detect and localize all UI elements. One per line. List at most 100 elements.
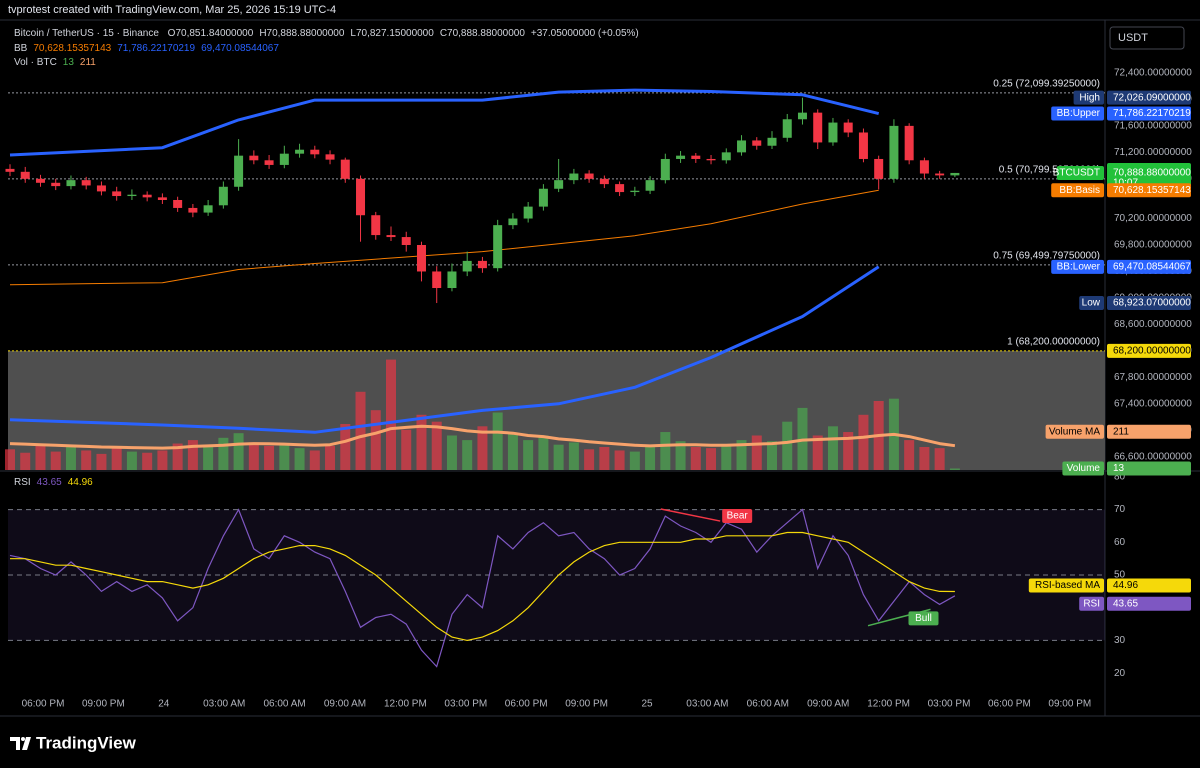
candle-body xyxy=(538,188,548,207)
volume-bar xyxy=(20,452,31,470)
y-tick-label: 69,800.00000000 xyxy=(1114,240,1192,251)
tag-label-box xyxy=(1051,183,1104,198)
candle-body xyxy=(477,260,487,269)
tag-label: Volume MA xyxy=(1049,426,1100,437)
tag-value: 69,470.08544067 xyxy=(1113,261,1191,272)
tag-label: RSI-based MA xyxy=(1035,580,1100,591)
vol-name[interactable]: Vol · BTC xyxy=(14,57,57,68)
fib-label: 0.5 (70,799.59500000) xyxy=(999,164,1100,175)
candle-body xyxy=(142,194,152,198)
tag-label: Low xyxy=(1082,298,1101,309)
logo-icon xyxy=(21,737,25,741)
candle-body xyxy=(386,235,396,238)
ohlc-value: H70,888.88000000 xyxy=(259,28,345,39)
tag-value: 43.65 xyxy=(1113,598,1138,609)
candle-body xyxy=(935,173,945,176)
volume-bar xyxy=(919,447,930,470)
tag-label-box xyxy=(1056,165,1104,180)
volume-bar xyxy=(629,451,640,470)
volume-bar xyxy=(187,440,198,470)
candle-body xyxy=(432,271,442,289)
volume-bar xyxy=(584,449,595,470)
candle-body xyxy=(615,184,625,193)
volume-bar xyxy=(523,440,534,470)
x-tick-label: 06:00 PM xyxy=(22,699,65,710)
volume-bar xyxy=(355,391,366,470)
candle-body xyxy=(35,178,45,183)
candle-body xyxy=(340,159,350,179)
volume-bar xyxy=(706,448,717,470)
volume-bar xyxy=(477,426,488,470)
tag-countdown: 10:07 xyxy=(1113,178,1138,189)
candle-body xyxy=(96,185,106,192)
ohlc-legend: Bitcoin / TetherUS · 15 · Binance O70,85… xyxy=(14,28,651,39)
tag-value: 70,628.15357143 xyxy=(1113,185,1191,196)
candle-body xyxy=(767,137,777,146)
candle-body xyxy=(569,173,579,181)
x-tick-label: 06:00 AM xyxy=(747,699,789,710)
candle-body xyxy=(813,112,823,143)
volume-bar xyxy=(507,433,518,470)
x-tick-label: 09:00 PM xyxy=(565,699,608,710)
volume-bar xyxy=(340,424,351,470)
tag-label-box xyxy=(1079,296,1104,311)
tag-value-box xyxy=(1107,578,1191,593)
candle-body xyxy=(858,132,868,159)
tag-value: 44.96 xyxy=(1113,580,1138,591)
bb-name[interactable]: BB xyxy=(14,43,28,54)
candle-body xyxy=(737,140,747,153)
tag-value: 71,786.22170219 xyxy=(1113,108,1191,119)
x-tick-label: 06:00 AM xyxy=(263,699,305,710)
tag-value: 72,026.09000000 xyxy=(1113,92,1191,103)
candle-body xyxy=(660,158,670,181)
candle-body xyxy=(523,206,533,219)
candle-body xyxy=(919,160,929,174)
currency-box[interactable] xyxy=(1109,26,1185,50)
bb-value: 71,786.22170219 xyxy=(117,43,196,54)
x-tick-label: 03:00 PM xyxy=(928,699,971,710)
volume-bar xyxy=(782,421,793,470)
logo-icon xyxy=(10,737,31,750)
volume-bar xyxy=(568,442,579,470)
candle-body xyxy=(218,186,228,206)
ohlc-value: L70,827.15000000 xyxy=(350,28,434,39)
y-tick-label: 68,600.00000000 xyxy=(1114,319,1192,330)
candle-body xyxy=(81,180,91,186)
volume-bar xyxy=(858,414,869,470)
volume-bar xyxy=(65,447,76,470)
volume-bar xyxy=(934,448,945,470)
volume-bar xyxy=(614,450,625,470)
rsi-name[interactable]: RSI xyxy=(14,477,31,488)
divergence-label-box xyxy=(722,509,753,524)
volume-bar xyxy=(736,440,747,470)
candle-body xyxy=(310,149,320,155)
candle-body xyxy=(691,155,701,159)
volume-bar xyxy=(645,445,656,470)
volume-bar xyxy=(294,448,305,470)
x-tick-label: 25 xyxy=(641,699,653,710)
volume-bar xyxy=(142,452,153,470)
tag-value: 68,200.00000000 xyxy=(1113,346,1191,357)
volume-bar xyxy=(264,445,275,470)
volume-bar xyxy=(81,450,92,470)
volume-bar xyxy=(157,450,168,470)
volume-bar xyxy=(492,412,503,470)
tag-label: BB:Basis xyxy=(1059,185,1100,196)
tag-label-box xyxy=(1045,424,1104,439)
candle-body xyxy=(676,155,686,159)
tag-value-box xyxy=(1107,296,1191,311)
tag-value-box xyxy=(1107,461,1191,476)
volume-bar xyxy=(203,447,214,470)
x-tick-label: 12:00 PM xyxy=(384,699,427,710)
symbol-title[interactable]: Bitcoin / TetherUS · 15 · Binance xyxy=(14,28,159,39)
volume-bar xyxy=(370,410,381,470)
tag-label: BB:Lower xyxy=(1057,261,1101,272)
logo-text: TradingView xyxy=(36,733,137,752)
volume-bar xyxy=(812,435,823,470)
candle-body xyxy=(112,191,122,197)
candle-body xyxy=(828,122,838,143)
currency[interactable]: USDT xyxy=(1118,32,1148,44)
volume-bar xyxy=(446,435,457,470)
y-tick-label: 70,200.00000000 xyxy=(1114,213,1192,224)
